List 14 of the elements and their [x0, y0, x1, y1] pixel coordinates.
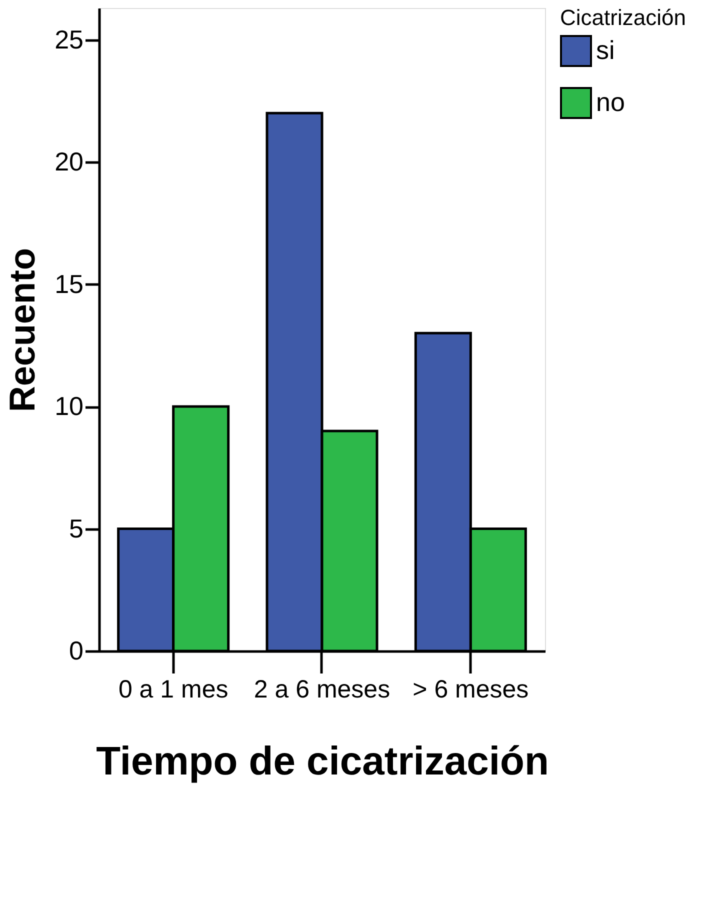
- legend-label: si: [596, 35, 615, 65]
- legend-label: no: [596, 87, 625, 117]
- y-axis-title: Recuento: [2, 248, 43, 412]
- x-tick-label: 0 a 1 mes: [118, 676, 228, 704]
- x-tick-label: > 6 meses: [412, 676, 529, 704]
- y-tick-label: 20: [54, 146, 84, 177]
- legend-title: Cicatrización: [560, 5, 686, 30]
- y-tick-label: 5: [69, 513, 84, 544]
- y-tick-label: 0: [69, 636, 84, 666]
- y-tick-label: 15: [54, 268, 84, 299]
- y-tick-label: 10: [54, 391, 84, 422]
- x-axis-title: Tiempo de cicatrización: [96, 740, 549, 784]
- y-tick-label: 25: [54, 24, 84, 54]
- x-tick-label: 2 a 6 meses: [254, 676, 390, 704]
